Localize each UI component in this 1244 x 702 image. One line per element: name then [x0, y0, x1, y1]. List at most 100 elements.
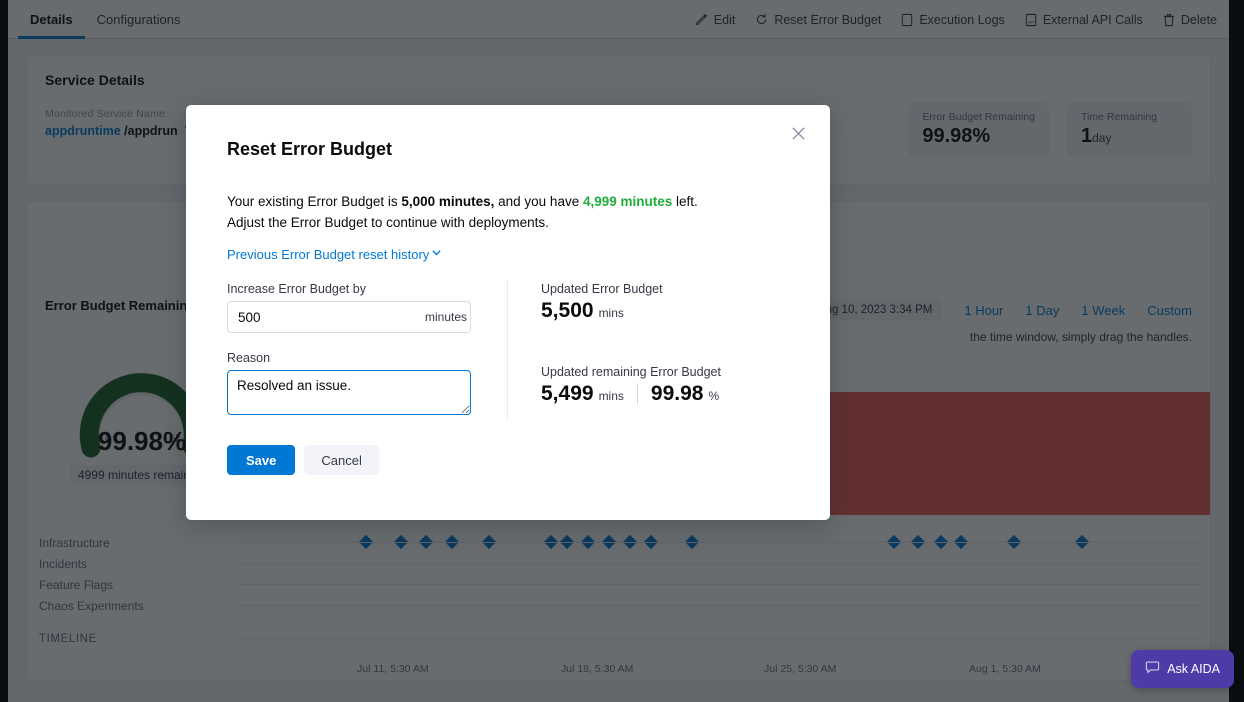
field-monitored-service-name: Monitored Service Name appdruntime /appd… — [45, 108, 185, 138]
lane-event-marker[interactable] — [953, 534, 969, 550]
external-api-calls-label: External API Calls — [1042, 12, 1143, 27]
tab-list: Details Configurations — [18, 0, 192, 39]
execution-logs-button[interactable]: Execution Logs — [901, 12, 1005, 27]
chat-icon — [1145, 660, 1160, 678]
lane-event-marker[interactable] — [543, 534, 559, 550]
stat-value: 99.98% — [922, 125, 1035, 148]
action-bar: Edit Reset Error Budget Execution Logs — [695, 0, 1223, 39]
lane-track-incidents[interactable] — [239, 553, 1208, 574]
lane-event-marker[interactable] — [481, 534, 497, 550]
tab-configurations[interactable]: Configurations — [85, 0, 193, 39]
cancel-button[interactable]: Cancel — [304, 445, 379, 475]
chevron-down-icon — [430, 246, 443, 262]
monitored-service-suffix: /appdrun — [120, 124, 178, 138]
close-icon[interactable] — [784, 119, 812, 147]
increase-budget-unit: minutes — [425, 310, 468, 324]
updated-remaining-value: 5,499 mins 99.98 % — [541, 382, 791, 406]
reset-icon — [755, 13, 768, 26]
stat-number: 99.98% — [922, 125, 991, 147]
range-option-1-week[interactable]: 1 Week — [1081, 302, 1126, 318]
execution-logs-label: Execution Logs — [919, 12, 1005, 27]
timeline-axis: Jul 11, 5:30 AM Jul 18, 5:30 AM Jul 25, … — [245, 663, 1208, 679]
lane-track-infrastructure[interactable] — [239, 532, 1208, 553]
delete-button[interactable]: Delete — [1163, 13, 1217, 27]
updated-error-budget-number: 5,500 — [541, 299, 594, 322]
stat-number: 1 — [1081, 125, 1093, 147]
lane-event-marker[interactable] — [601, 534, 617, 550]
reason-label: Reason — [227, 351, 271, 365]
updated-error-budget-value: 5,500 mins — [541, 299, 791, 323]
updated-error-budget-label: Updated Error Budget — [541, 282, 663, 296]
axis-tick: Jul 18, 5:30 AM — [561, 663, 634, 675]
updated-error-budget-block: Updated Error Budget 5,500 mins — [541, 282, 791, 323]
monitored-service-link[interactable]: appdruntime — [45, 124, 121, 138]
pencil-icon — [695, 13, 708, 26]
desc-part2: and you have — [494, 194, 583, 209]
updated-remaining-unit: mins — [598, 389, 624, 403]
ask-aida-button[interactable]: Ask AIDA — [1131, 650, 1234, 688]
lane-event-marker[interactable] — [643, 534, 659, 550]
axis-tick: Aug 1, 5:30 AM — [969, 663, 1041, 675]
increase-budget-input[interactable] — [228, 302, 425, 332]
document-icon — [901, 13, 913, 27]
lane-chaos-experiments: Chaos Experiments — [33, 595, 1208, 616]
service-details-title: Service Details — [45, 72, 145, 88]
previous-reset-history-link[interactable]: Previous Error Budget reset history — [227, 246, 443, 262]
modal-description-line1: Your existing Error Budget is 5,000 minu… — [227, 191, 698, 212]
history-link-label: Previous Error Budget reset history — [227, 246, 430, 262]
updated-remaining-percent: 99.98 — [650, 382, 704, 405]
lane-feature-flags: Feature Flags — [33, 574, 1208, 595]
lane-event-marker[interactable] — [684, 534, 700, 550]
tab-details[interactable]: Details — [18, 0, 85, 39]
lane-event-marker[interactable] — [1074, 534, 1090, 550]
updated-remaining-block: Updated remaining Error Budget 5,499 min… — [541, 365, 791, 406]
lane-event-marker[interactable] — [559, 534, 575, 550]
lane-event-marker[interactable] — [622, 534, 638, 550]
modal-form-left: Increase Error Budget by minutes Reason — [227, 282, 471, 420]
save-button[interactable]: Save — [227, 445, 296, 475]
lane-event-marker[interactable] — [1006, 534, 1022, 550]
modal-description: Your existing Error Budget is 5,000 minu… — [227, 191, 698, 233]
stat-label: Time Remaining — [1081, 111, 1158, 123]
modal-title: Reset Error Budget — [227, 139, 393, 159]
lane-infrastructure: Infrastructure — [33, 532, 1208, 553]
lane-event-marker[interactable] — [444, 534, 460, 550]
lane-event-marker[interactable] — [886, 534, 902, 550]
lane-event-marker[interactable] — [393, 534, 409, 550]
desc-part3: left. — [672, 194, 698, 209]
lane-label: Chaos Experiments — [39, 598, 144, 613]
range-option-custom[interactable]: Custom — [1147, 302, 1192, 318]
desc-part1: Your existing Error Budget is — [227, 194, 402, 209]
range-option-1-day[interactable]: 1 Day — [1025, 302, 1060, 318]
stat-error-budget-remaining: Error Budget Remaining 99.98% — [908, 102, 1049, 157]
desc-existing-budget: 5,000 minutes, — [401, 194, 495, 209]
timeline-row: TIMELINE — [33, 628, 1208, 649]
lane-event-marker[interactable] — [580, 534, 596, 550]
value-separator — [636, 383, 638, 405]
drag-handles-hint: the time window, simply drag the handles… — [969, 330, 1192, 344]
increase-budget-field[interactable]: minutes — [227, 301, 471, 333]
event-swimlanes: Infrastructure Incidents Feature Flags C… — [33, 532, 1208, 679]
range-option-1-hour[interactable]: 1 Hour — [964, 302, 1004, 318]
lane-event-marker[interactable] — [418, 534, 434, 550]
lane-event-marker[interactable] — [933, 534, 949, 550]
reset-error-budget-button[interactable]: Reset Error Budget — [755, 13, 881, 27]
edit-button[interactable]: Edit — [695, 13, 735, 27]
tab-details-label: Details — [30, 12, 73, 27]
updated-remaining-number: 5,499 — [541, 382, 594, 405]
timeline-label: TIMELINE — [39, 632, 97, 645]
lane-track-chaos-experiments[interactable] — [239, 595, 1208, 616]
lane-track-feature-flags[interactable] — [239, 574, 1208, 595]
reason-input[interactable] — [227, 370, 471, 415]
modal-form-right: Updated Error Budget 5,500 mins Updated … — [541, 282, 791, 406]
lane-event-marker[interactable] — [910, 534, 926, 550]
tab-configurations-label: Configurations — [96, 12, 181, 27]
lane-event-marker[interactable] — [358, 534, 374, 550]
lane-incidents: Incidents — [33, 553, 1208, 574]
external-api-calls-button[interactable]: API External API Calls — [1025, 13, 1143, 27]
updated-remaining-percent-unit: % — [708, 389, 720, 403]
updated-remaining-label: Updated remaining Error Budget — [541, 365, 721, 379]
ask-aida-label: Ask AIDA — [1167, 662, 1220, 676]
timeline-track[interactable] — [239, 628, 1208, 649]
